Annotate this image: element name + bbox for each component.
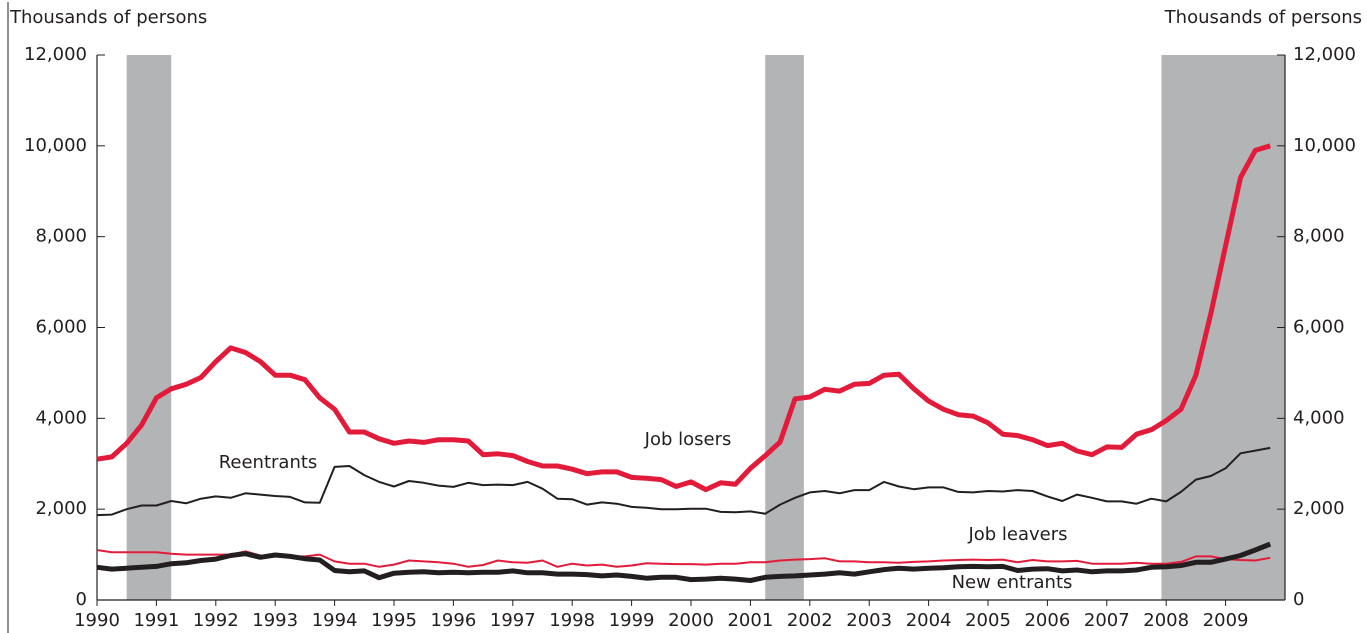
y-axis-title: Thousands of persons xyxy=(9,7,207,28)
series-line xyxy=(96,446,1271,517)
y-tick-label: 2,000 xyxy=(35,498,87,519)
series-line xyxy=(96,549,1271,568)
y2-tick-label: 8,000 xyxy=(1293,226,1345,247)
x-tick-label: 1991 xyxy=(133,610,179,631)
x-tick-label: 1990 xyxy=(74,610,120,631)
series-line xyxy=(96,143,1271,493)
y2-tick-label: 10,000 xyxy=(1293,135,1356,156)
x-tick-label: 1992 xyxy=(193,610,239,631)
x-tick-label: 1997 xyxy=(490,610,536,631)
recession-band xyxy=(765,55,804,600)
x-tick-label: 2003 xyxy=(846,610,892,631)
x-tick-label: 1995 xyxy=(371,610,417,631)
x-tick-label: 2001 xyxy=(727,610,773,631)
y-tick-label: 0 xyxy=(76,589,87,610)
series-line xyxy=(96,541,1272,583)
recession-band xyxy=(1161,55,1285,600)
x-tick-label: 2000 xyxy=(668,610,714,631)
x-tick-label: 2008 xyxy=(1143,610,1189,631)
y2-tick-label: 2,000 xyxy=(1293,498,1345,519)
x-tick-label: 2006 xyxy=(1024,610,1070,631)
x-tick-label: 2002 xyxy=(787,610,833,631)
x-tick-label: 2004 xyxy=(906,610,952,631)
x-tick-label: 1993 xyxy=(252,610,298,631)
x-tick-label: 2007 xyxy=(1084,610,1130,631)
series-label: Job leavers xyxy=(967,524,1067,545)
series-label: Reentrants xyxy=(219,452,318,473)
y2-tick-label: 6,000 xyxy=(1293,317,1345,338)
y2-tick-label: 12,000 xyxy=(1293,44,1356,65)
y-tick-label: 10,000 xyxy=(24,135,87,156)
y2-axis-title: Thousands of persons xyxy=(1164,7,1362,28)
x-tick-label: 2009 xyxy=(1203,610,1249,631)
y-tick-label: 12,000 xyxy=(24,44,87,65)
series-label: New entrants xyxy=(952,572,1073,593)
recession-band xyxy=(126,55,172,600)
y-tick-label: 8,000 xyxy=(35,226,87,247)
y2-tick-label: 4,000 xyxy=(1293,407,1345,428)
series-label: Job losers xyxy=(644,429,732,450)
y2-tick-label: 0 xyxy=(1293,589,1304,610)
y-tick-label: 4,000 xyxy=(35,407,87,428)
x-tick-label: 1996 xyxy=(430,610,476,631)
x-tick-label: 2005 xyxy=(965,610,1011,631)
x-tick-label: 1998 xyxy=(549,610,595,631)
x-tick-label: 1999 xyxy=(609,610,655,631)
x-tick-label: 1994 xyxy=(312,610,358,631)
y-tick-label: 6,000 xyxy=(35,317,87,338)
